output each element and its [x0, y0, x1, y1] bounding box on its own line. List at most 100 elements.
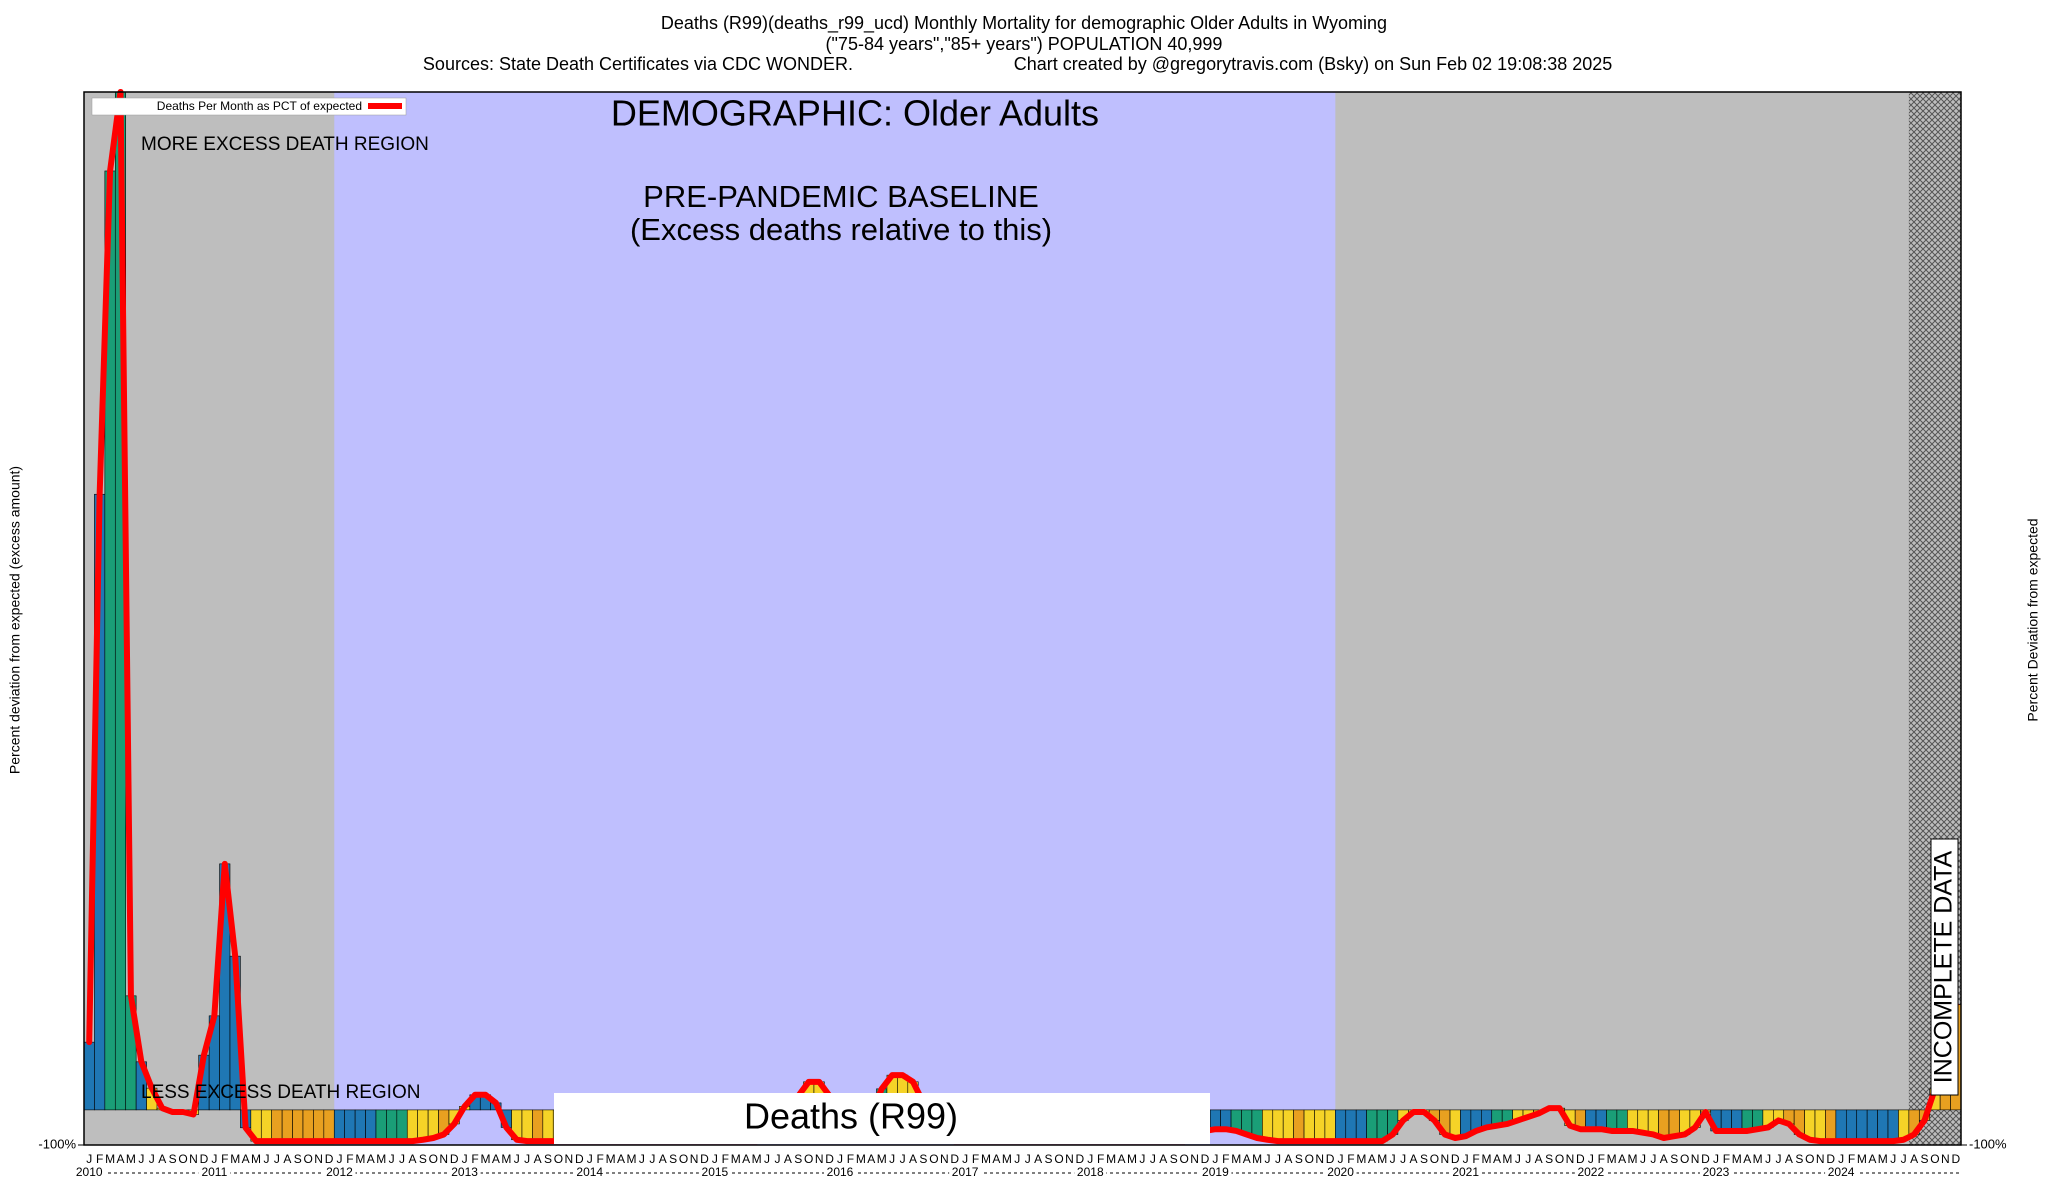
month-label: O	[679, 1152, 688, 1166]
month-label: M	[501, 1152, 511, 1166]
month-label: F	[1723, 1152, 1730, 1166]
credit-note: Chart created by @gregorytravis.com (Bsk…	[1014, 54, 1613, 74]
month-label: M	[1628, 1152, 1638, 1166]
year-label-bg	[949, 1165, 982, 1181]
month-label: S	[1170, 1152, 1178, 1166]
month-label: O	[1179, 1152, 1188, 1166]
month-label: J	[211, 1152, 217, 1166]
month-label: S	[294, 1152, 302, 1166]
month-label: J	[389, 1152, 395, 1166]
month-label: F	[1222, 1152, 1229, 1166]
month-label: A	[1159, 1152, 1167, 1166]
month-label: J	[138, 1152, 144, 1166]
month-label: J	[1765, 1152, 1771, 1166]
month-label: S	[169, 1152, 177, 1166]
bar	[1814, 1109, 1826, 1142]
month-label: F	[1598, 1152, 1605, 1166]
month-label: M	[251, 1152, 261, 1166]
year-label: 2018	[1077, 1165, 1104, 1179]
baseline-note: (Excess deaths relative to this)	[630, 212, 1052, 247]
y2-axis-label: Percent Deviation from expected	[2025, 518, 2041, 721]
month-label: N	[1190, 1152, 1199, 1166]
month-label: N	[1440, 1152, 1449, 1166]
month-label: O	[1930, 1152, 1939, 1166]
month-label: J	[764, 1152, 770, 1166]
month-label: M	[126, 1152, 136, 1166]
month-label: F	[847, 1152, 854, 1166]
bar	[1314, 1109, 1326, 1142]
month-label: A	[1910, 1152, 1918, 1166]
month-label: D	[700, 1152, 709, 1166]
year-label: 2010	[76, 1165, 103, 1179]
month-label: D	[1076, 1152, 1085, 1166]
month-label: M	[105, 1152, 115, 1166]
month-label: M	[1252, 1152, 1262, 1166]
year-label: 2013	[451, 1165, 478, 1179]
plot-frame	[83, 91, 1962, 1146]
year-label-bg	[1825, 1165, 1858, 1181]
month-label: J	[1515, 1152, 1521, 1166]
month-label: J	[1463, 1152, 1469, 1166]
month-label: J	[1014, 1152, 1020, 1166]
month-label: J	[1265, 1152, 1271, 1166]
month-label: J	[1838, 1152, 1844, 1166]
bar	[344, 1109, 356, 1142]
month-label: A	[242, 1152, 250, 1166]
month-label: M	[1857, 1152, 1867, 1166]
legend-box	[91, 97, 407, 116]
month-label: M	[877, 1152, 887, 1166]
year-label-bg	[1699, 1165, 1732, 1181]
year-label: 2019	[1202, 1165, 1229, 1179]
month-label: S	[419, 1152, 427, 1166]
month-label: M	[480, 1152, 490, 1166]
month-label: J	[1890, 1152, 1896, 1166]
bar	[406, 1109, 418, 1142]
month-label: J	[774, 1152, 780, 1166]
month-label: S	[919, 1152, 927, 1166]
month-label: S	[1920, 1152, 1928, 1166]
month-label: N	[189, 1152, 198, 1166]
month-label: N	[1566, 1152, 1575, 1166]
bar	[271, 1109, 283, 1142]
month-label: M	[1502, 1152, 1512, 1166]
month-label: F	[1472, 1152, 1479, 1166]
month-label: J	[514, 1152, 520, 1166]
month-label: J	[962, 1152, 968, 1166]
month-label: M	[1231, 1152, 1241, 1166]
year-label: 2014	[576, 1165, 603, 1179]
baseline-label: PRE-PANDEMIC BASELINE	[643, 179, 1039, 214]
year-label: 2023	[1703, 1165, 1730, 1179]
month-label: M	[376, 1152, 386, 1166]
bar	[1303, 1109, 1315, 1142]
month-label: A	[617, 1152, 625, 1166]
month-label: D	[575, 1152, 584, 1166]
month-label: F	[1347, 1152, 1354, 1166]
month-label: D	[450, 1152, 459, 1166]
month-label: F	[1097, 1152, 1104, 1166]
month-label: O	[1680, 1152, 1689, 1166]
bar	[354, 1109, 366, 1142]
bar	[1877, 1109, 1889, 1142]
month-label: A	[1618, 1152, 1626, 1166]
month-label: D	[1826, 1152, 1835, 1166]
year-label: 2021	[1452, 1165, 1479, 1179]
month-label: A	[1660, 1152, 1668, 1166]
bar	[1887, 1109, 1899, 1142]
month-label: J	[1212, 1152, 1218, 1166]
bar	[1272, 1109, 1284, 1142]
month-label: N	[314, 1152, 323, 1166]
month-label: D	[825, 1152, 834, 1166]
month-label: M	[731, 1152, 741, 1166]
month-label: A	[1535, 1152, 1543, 1166]
year-label-bg	[824, 1165, 857, 1181]
year-label: 2016	[827, 1165, 854, 1179]
month-label: M	[1482, 1152, 1492, 1166]
month-label: A	[659, 1152, 667, 1166]
month-label: N	[1941, 1152, 1950, 1166]
month-label: M	[1356, 1152, 1366, 1166]
month-label: J	[336, 1152, 342, 1166]
month-label: O	[1054, 1152, 1063, 1166]
month-label: A	[867, 1152, 875, 1166]
month-label: A	[492, 1152, 500, 1166]
